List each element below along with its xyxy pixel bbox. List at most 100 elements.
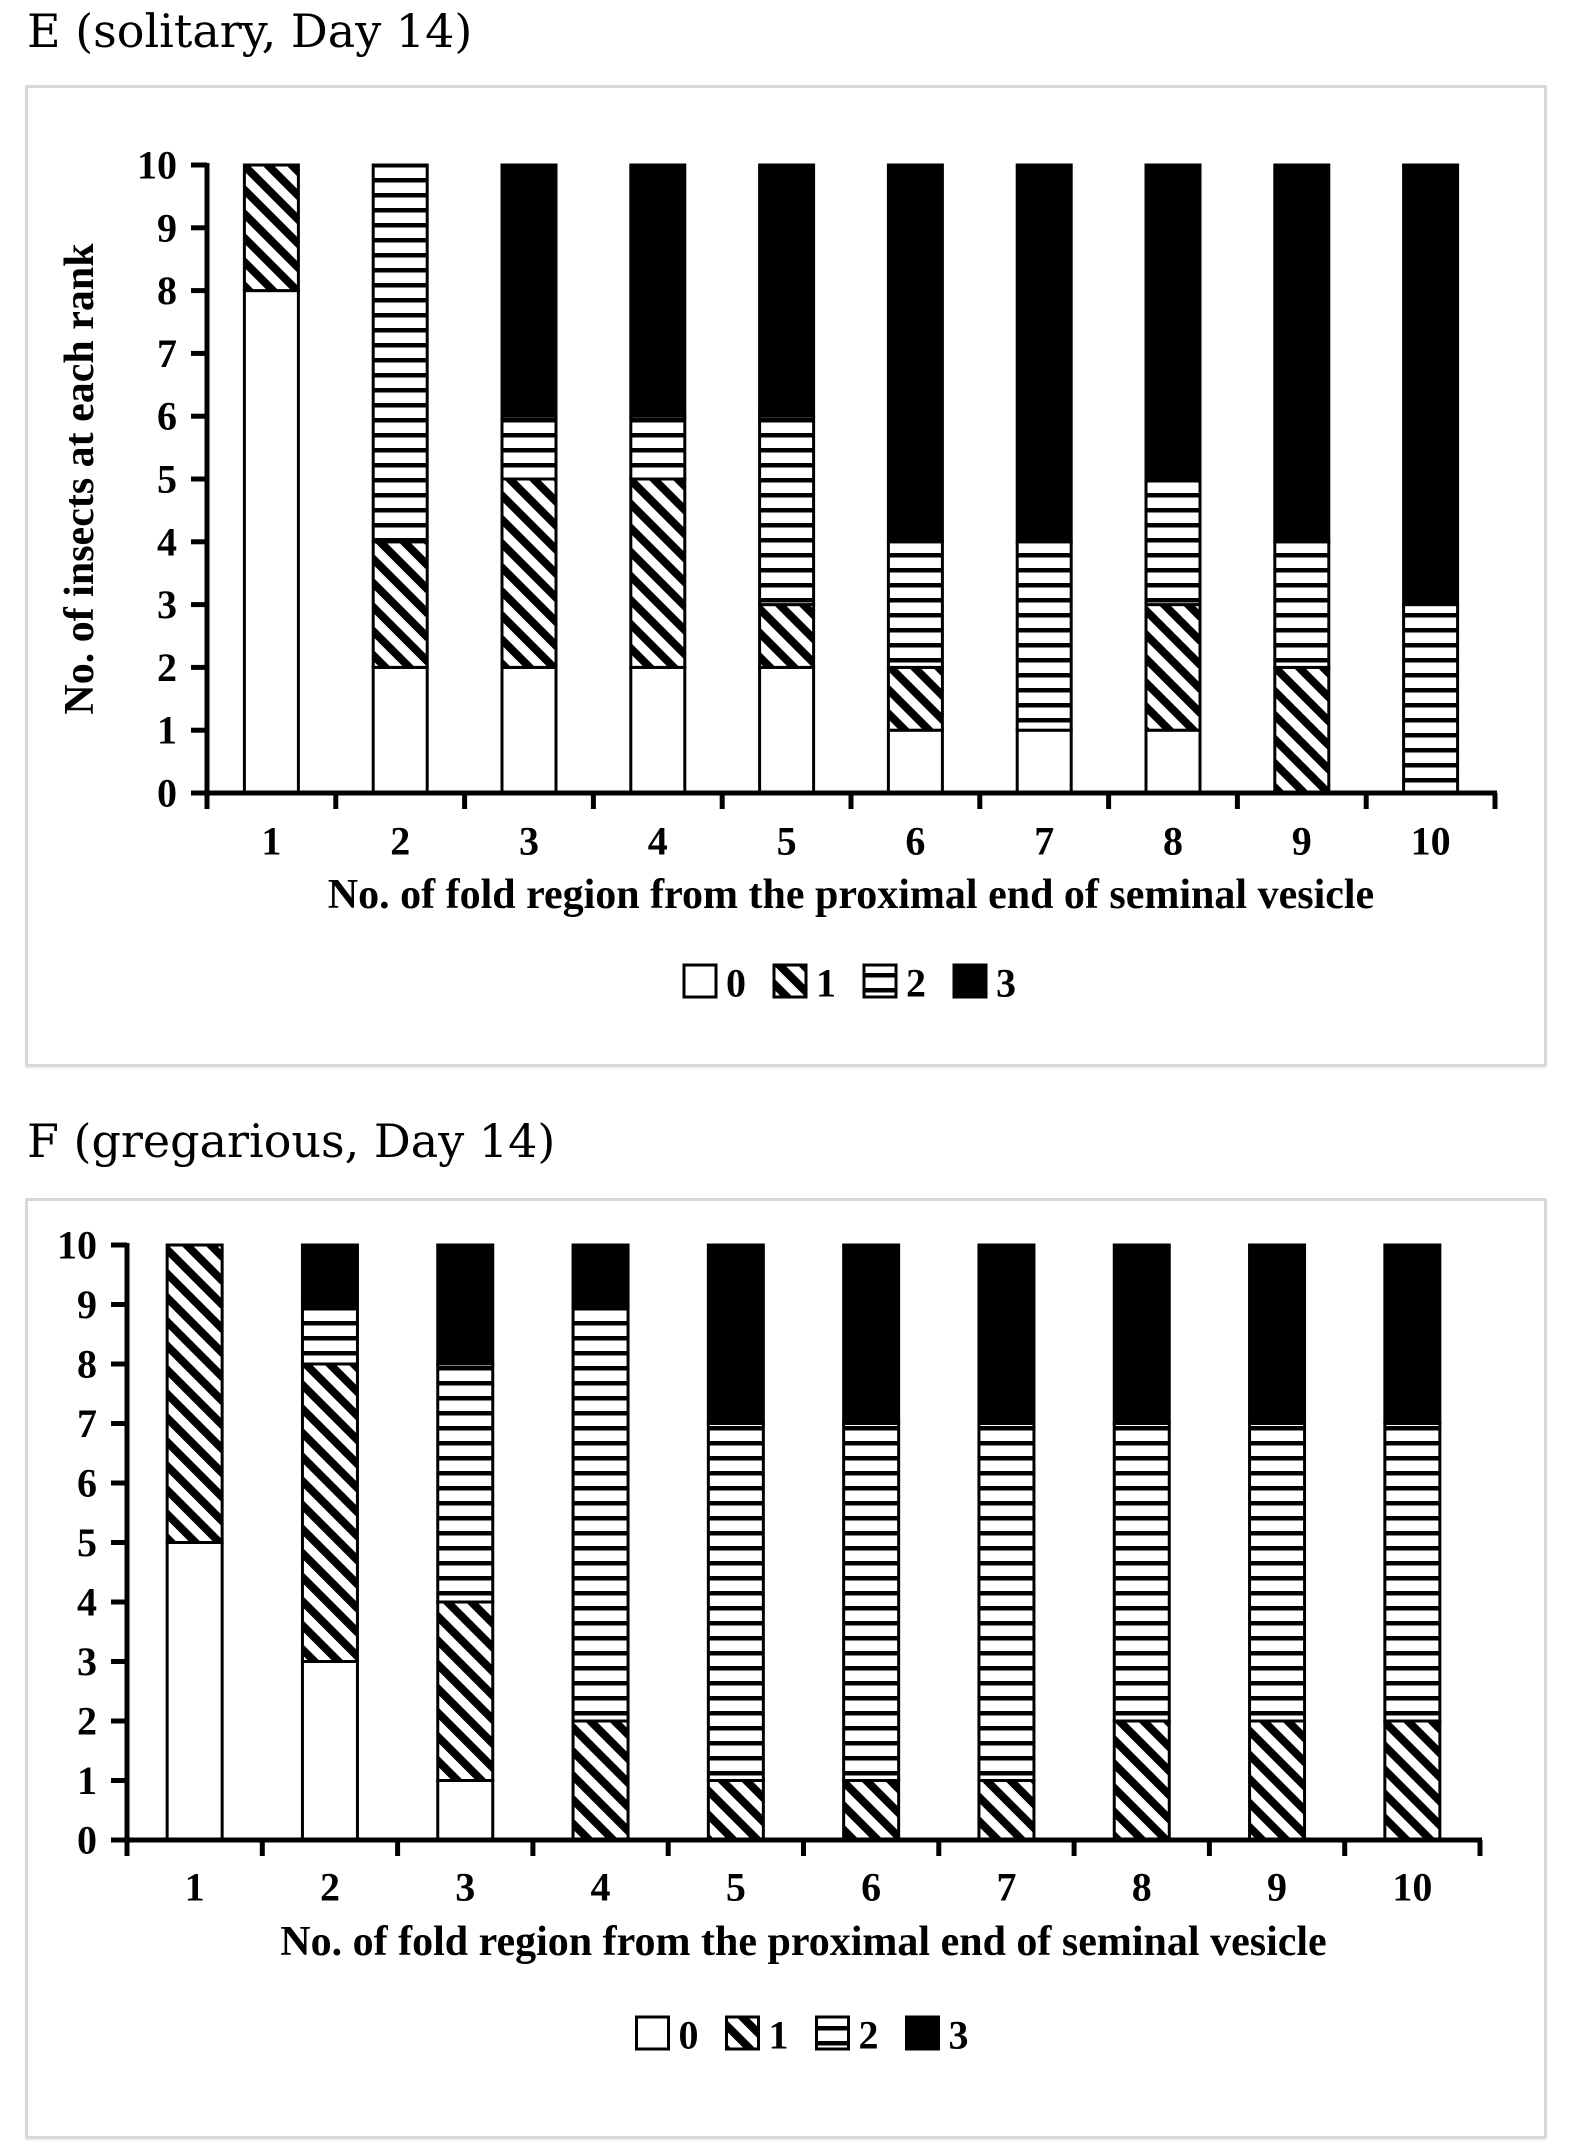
bar-segment-rank0 xyxy=(1015,728,1073,795)
x-tick-label: 4 xyxy=(648,819,668,864)
y-tick-label: 9 xyxy=(77,1282,97,1327)
bar-region-5 xyxy=(706,1243,765,1842)
bar-segment-rank1 xyxy=(436,1600,495,1782)
bar-segment-rank3 xyxy=(571,1243,630,1306)
bar-segment-rank1 xyxy=(500,477,558,669)
bar-segment-rank2 xyxy=(500,414,558,481)
legend-swatch-rank2 xyxy=(862,963,898,999)
legend-label: 3 xyxy=(949,2013,969,2058)
bar-segment-rank0 xyxy=(371,665,429,795)
legend-item-1: 1 xyxy=(725,2013,789,2058)
y-axis-title: No. of insects at each rank xyxy=(57,243,103,715)
x-tick-label: 10 xyxy=(1392,1865,1432,1910)
x-tick-label: 6 xyxy=(905,819,925,864)
bar-segment-rank2 xyxy=(436,1362,495,1604)
bar-segment-rank1 xyxy=(629,477,687,669)
bar-segment-rank1 xyxy=(300,1362,359,1663)
x-tick-label: 5 xyxy=(777,819,797,864)
axes xyxy=(191,162,1498,809)
x-tick-label: 7 xyxy=(996,1865,1016,1910)
y-tick-label: 1 xyxy=(157,708,177,753)
bar-region-4 xyxy=(571,1243,630,1842)
bar-region-5 xyxy=(758,163,816,795)
bar-region-8 xyxy=(1112,1243,1171,1842)
legend-label: 2 xyxy=(859,2013,879,2058)
bar-segment-rank1 xyxy=(706,1779,765,1842)
bar-segment-rank3 xyxy=(758,163,816,418)
x-tick-label: 6 xyxy=(861,1865,881,1910)
y-tick-label: 5 xyxy=(157,457,177,502)
bar-segment-rank2 xyxy=(842,1422,901,1782)
legend-label: 1 xyxy=(816,961,836,1006)
bar-segment-rank3 xyxy=(886,163,944,544)
bar-segment-rank1 xyxy=(1248,1719,1307,1842)
legend-item-2: 2 xyxy=(862,961,926,1006)
bar-region-7 xyxy=(1015,163,1073,795)
x-tick-label: 5 xyxy=(726,1865,746,1910)
legend-label: 0 xyxy=(679,2013,699,2058)
legend-swatch-rank2 xyxy=(815,2015,850,2051)
bar-region-1 xyxy=(242,163,300,795)
bar-region-9 xyxy=(1248,1243,1307,1842)
y-tick-label: 9 xyxy=(157,205,177,250)
legend-label: 2 xyxy=(906,961,926,1006)
bar-region-9 xyxy=(1273,163,1331,795)
y-tick-label: 1 xyxy=(77,1758,97,1803)
bar-segment-rank2 xyxy=(371,163,429,544)
y-tick-label: 4 xyxy=(77,1580,97,1625)
y-tick-label: 8 xyxy=(157,268,177,313)
y-tick-label: 0 xyxy=(77,1818,97,1863)
x-tick-label: 9 xyxy=(1267,1865,1287,1910)
y-tick-label: 10 xyxy=(137,143,177,188)
bar-segment-rank0 xyxy=(758,665,816,795)
x-tick-label: 2 xyxy=(320,1865,340,1910)
bar-segment-rank2 xyxy=(886,540,944,669)
bar-segment-rank1 xyxy=(242,163,300,293)
bar-region-1 xyxy=(165,1243,224,1842)
bar-segment-rank3 xyxy=(500,163,558,418)
bar-region-6 xyxy=(842,1243,901,1842)
bar-segment-rank1 xyxy=(977,1779,1036,1842)
bar-region-8 xyxy=(1144,163,1202,795)
bar-segment-rank0 xyxy=(1144,728,1202,795)
y-tick-label: 8 xyxy=(77,1342,97,1387)
y-tick-label: 3 xyxy=(157,582,177,627)
legend: 0 1 2 3 xyxy=(635,2013,969,2058)
bar-segment-rank1 xyxy=(1112,1719,1171,1842)
bar-segment-rank1 xyxy=(886,665,944,732)
bar-segment-rank2 xyxy=(1248,1422,1307,1723)
y-tick-label: 0 xyxy=(157,771,177,816)
bar-segment-rank0 xyxy=(242,289,300,795)
bar-region-2 xyxy=(371,163,429,795)
panel-f-title: F (gregarious, Day 14) xyxy=(27,1114,556,1168)
bars xyxy=(242,163,1460,795)
x-tick-label: 3 xyxy=(519,819,539,864)
y-tick-label: 7 xyxy=(157,331,177,376)
bars xyxy=(165,1243,1442,1842)
x-axis-title: No. of fold region from the proximal end… xyxy=(280,1919,1326,1965)
x-tick-label: 1 xyxy=(185,1865,205,1910)
bar-segment-rank3 xyxy=(1144,163,1202,481)
bar-segment-rank3 xyxy=(436,1243,495,1366)
y-tick-label: 10 xyxy=(57,1223,97,1268)
legend-swatch-rank3 xyxy=(952,963,988,999)
legend-swatch-rank0 xyxy=(635,2015,670,2051)
bar-segment-rank0 xyxy=(436,1779,495,1842)
bar-segment-rank2 xyxy=(300,1303,359,1366)
tick-labels: 0 1 2 3 4 5 6 7 8 9 10 1 2 3 4 5 6 7 8 9 10 xyxy=(137,143,1451,864)
bar-segment-rank3 xyxy=(1015,163,1073,544)
bar-segment-rank2 xyxy=(629,414,687,481)
bar-region-3 xyxy=(436,1243,495,1842)
panel-f-chart-box: 0 1 2 3 4 5 6 7 8 9 10 1 2 3 4 5 6 7 8 9 10 No. of fold regio… xyxy=(25,1198,1547,2139)
legend-item-3: 3 xyxy=(952,961,1016,1006)
y-tick-label: 6 xyxy=(157,394,177,439)
y-tick-label: 2 xyxy=(77,1699,97,1744)
bar-segment-rank3 xyxy=(1273,163,1331,544)
bar-region-10 xyxy=(1402,163,1460,795)
y-tick-label: 3 xyxy=(77,1639,97,1684)
bar-segment-rank3 xyxy=(300,1243,359,1306)
bar-segment-rank3 xyxy=(842,1243,901,1425)
bar-segment-rank3 xyxy=(1402,163,1460,607)
